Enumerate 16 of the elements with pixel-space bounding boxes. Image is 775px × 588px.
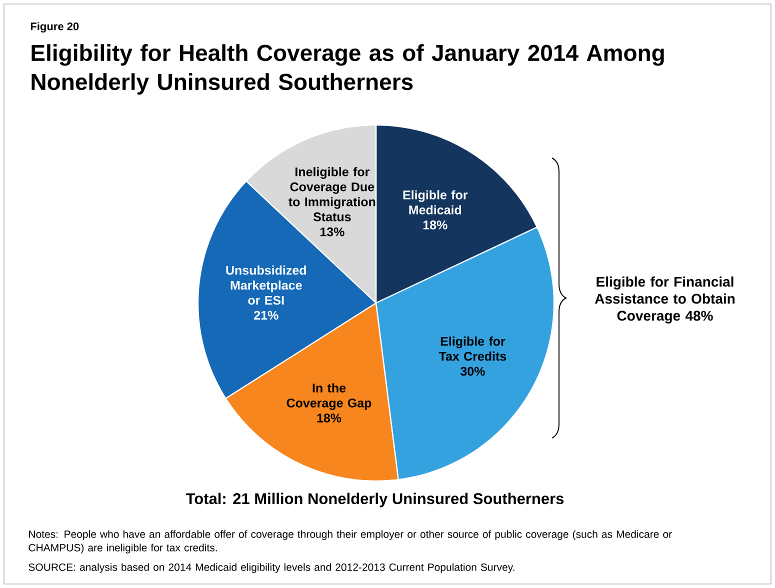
data-label: 30% (460, 366, 485, 376)
data-label: 18% (423, 220, 448, 230)
slice-label: In the Coverage Gap (286, 383, 372, 410)
slice-label: Eligible for Medicaid (403, 190, 468, 214)
slice-label: Eligible for Tax Credits (438, 336, 506, 361)
slice-label: Unsubsidized Marketplace or ESI (226, 266, 306, 305)
data-label: 13% (320, 227, 344, 236)
text: Notes: People who have an affordable offer of coverage through their employer or other source of public coverage (such as Medicare or CHAMPUS) are ineligible for tax credits. (28, 530, 672, 554)
text: Eligible for Financial Assistance to Obtain Coverage 48% (594, 276, 735, 324)
slice-label: Ineligible for Coverage Due to Immigration Status (288, 167, 376, 222)
source-note: SOURCE: analysis based on 2014 Medicaid eligibility levels and 2012-2013 Current Population Survey. (28, 563, 514, 573)
chart-title: Eligibility for Health Coverage as of January 2014 Among Nonelderly Uninsured Southerners (32, 44, 664, 95)
text: Total: 21 Million Nonelderly Uninsured Southerners (186, 492, 564, 508)
data-label: 18% (317, 414, 342, 422)
caption: Figure 20 (30, 22, 79, 32)
data-label: 21% (254, 310, 278, 320)
